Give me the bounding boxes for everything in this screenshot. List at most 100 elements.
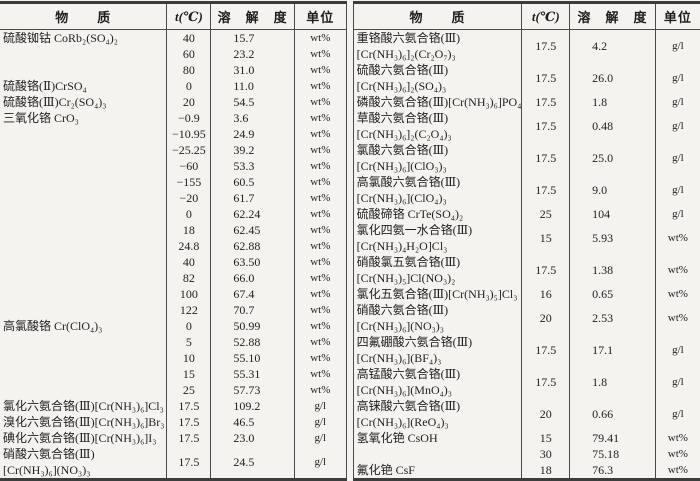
unit-cell: wt%	[310, 320, 331, 332]
solubility-cell: 62.88	[210, 238, 295, 254]
substance-header: 物 质	[353, 2, 523, 30]
substance-cell: 氟化铯 CsF	[353, 462, 523, 480]
unit-cell: wt%	[310, 208, 331, 220]
unit-cell: wt%	[310, 272, 331, 284]
temperature-cell: 17.5	[166, 446, 212, 480]
header-row: 物 质 t(℃) 溶 解 度单位	[0, 2, 347, 30]
substance-cell: 氯化六氨合铬(Ⅲ)[Cr(NH₃)₆]Cl₃	[0, 398, 168, 414]
unit-cell: g/l	[314, 432, 327, 444]
substance-cell: 高锰酸六氨合铬(Ⅲ) [Cr(NH₃)₆](MnO₄)₃	[353, 366, 523, 398]
table-row: 25 57.73 wt%	[0, 382, 346, 398]
unit-cell: wt%	[310, 112, 331, 124]
unit-cell: wt%	[667, 288, 688, 300]
temperature-cell: 30	[521, 446, 571, 462]
solubility-cell: 57.73	[210, 382, 295, 398]
unit-cell: wt%	[310, 32, 331, 44]
substance-cell: 溴化六氨合铬(Ⅲ)[Cr(NH₃)₆]Br₃	[0, 414, 168, 430]
unit-cell: wt%	[667, 264, 688, 276]
temperature-cell: 0	[166, 318, 212, 334]
solubility-cell: 62.45	[210, 222, 295, 238]
table-row: 高锰酸六氨合铬(Ⅲ) [Cr(NH₃)₆](MnO₄)₃ 17.5 1.8 g/l	[353, 366, 700, 398]
substance-cell: 高氯酸六氨合铬(Ⅲ) [Cr(NH₃)₆](ClO₄)₃	[353, 174, 523, 206]
unit-cell: wt%	[667, 232, 688, 244]
substance-cell: 硝酸氯五氨合铬(Ⅲ) [Cr(NH₃)₅]Cl(NO₃)₂	[353, 254, 523, 286]
solubility-cell: 11.0	[210, 78, 295, 94]
solubility-table-right: 物 质 t(℃) 溶 解 度单位 重铬酸六氨合铬(Ⅲ) [Cr(NH₃)₆]₂(Cr₂O…	[352, 1, 700, 481]
unit-cell: g/l	[314, 456, 327, 468]
unit-cell: wt%	[310, 192, 331, 204]
table-row: 0 62.24 wt%	[0, 206, 346, 222]
table-row: −10.95 24.9 wt%	[0, 126, 346, 142]
unit-cell: wt%	[310, 224, 331, 236]
table-row: −60 53.3 wt%	[0, 158, 346, 174]
table-row: 硫酸碲铬 CrTe(SO₄)₂ 25 104 g/l	[353, 206, 700, 222]
unit-cell: wt%	[667, 464, 688, 476]
substance-cell	[0, 142, 168, 158]
temperature-cell: 60	[166, 46, 212, 62]
table-row: 氯化四氨一水合铬(Ⅲ) [Cr(NH₃)₄H₂O]Cl₃ 15 5.93 wt%	[353, 222, 700, 254]
temperature-cell: −25.25	[166, 142, 212, 158]
temperature-cell: −60	[166, 158, 212, 174]
table-row: 122 70.7 wt%	[0, 302, 346, 318]
table-row: 磷酸六氨合铬(Ⅲ)[Cr(NH₃)₆]PO₄ 17.5 1.8 g/l	[353, 94, 700, 110]
temperature-header: t(℃)	[166, 2, 212, 30]
table-row: 30 75.18 wt%	[353, 446, 700, 462]
solubility-cell: 63.50	[210, 254, 295, 270]
table-row: 硝酸氯五氨合铬(Ⅲ) [Cr(NH₃)₅]Cl(NO₃)₂ 17.5 1.38 wt%	[353, 254, 700, 286]
solubility-cell: 46.5	[210, 414, 295, 430]
unit-cell: wt%	[310, 288, 331, 300]
substance-cell: 硫酸碲铬 CrTe(SO₄)₂	[353, 206, 523, 222]
solubility-cell: 1.38	[569, 254, 656, 286]
temperature-cell: 40	[166, 29, 212, 46]
unit-cell: wt%	[310, 96, 331, 108]
substance-cell: 磷酸六氨合铬(Ⅲ)[Cr(NH₃)₆]PO₄	[353, 94, 523, 110]
unit-cell: g/l	[314, 416, 327, 428]
table-row: 硫酸铬(Ⅲ)Cr₂(SO₄)₃ 20 54.5 wt%	[0, 94, 346, 110]
unit-cell: wt%	[667, 432, 688, 444]
solubility-cell: 104	[569, 206, 656, 222]
solubility-cell: 70.7	[210, 302, 295, 318]
table-row: 氯化五氨合铬(Ⅲ)[Cr(NH₃)₅]Cl₃ 16 0.65 wt%	[353, 286, 700, 302]
solubility-header: 溶 解 度	[569, 2, 656, 30]
table-row: 氢氧化铯 CsOH 15 79.41 wt%	[353, 430, 700, 446]
unit-cell: wt%	[310, 336, 331, 348]
unit-cell: g/l	[672, 344, 684, 356]
substance-cell	[0, 334, 168, 350]
solubility-cell: 75.18	[569, 446, 656, 462]
solubility-cell: 76.3	[569, 462, 656, 480]
temperature-cell: −0.9	[166, 110, 212, 126]
substance-header: 物 质	[0, 2, 168, 30]
table-row: 硫酸铷钴 CoRb₂(SO₄)₂ 40 15.7 wt%	[0, 29, 346, 46]
solubility-cell: 17.1	[569, 334, 656, 366]
unit-cell: g/l	[672, 408, 684, 420]
unit-cell: wt%	[310, 176, 331, 188]
table-row: 草酸六氨合铬(Ⅲ) [Cr(NH₃)₆]₂(C₂O₄)₃ 17.5 0.48 g/l	[353, 110, 700, 142]
table-row: 溴化六氨合铬(Ⅲ)[Cr(NH₃)₆]Br₃ 17.5 46.5 g/l	[0, 414, 346, 430]
temperature-header: t(℃)	[521, 2, 571, 30]
solubility-cell: 61.7	[210, 190, 295, 206]
unit-cell: wt%	[310, 48, 331, 60]
temperature-cell: 15	[521, 430, 571, 446]
header-row: 物 质 t(℃) 溶 解 度单位	[353, 2, 700, 30]
temperature-cell: 25	[166, 382, 212, 398]
table-row: 碘化六氨合铬(Ⅲ)[Cr(NH₃)₆]I₃ 17.5 23.0 g/l	[0, 430, 346, 446]
temperature-cell: −20	[166, 190, 212, 206]
substance-cell: 硫酸六氨合铬(Ⅲ) [Cr(NH₃)₆]₂(SO₄)₃	[353, 62, 523, 94]
solubility-cell: 55.31	[210, 366, 295, 382]
temperature-cell: 18	[166, 222, 212, 238]
unit-cell: wt%	[310, 352, 331, 364]
table-row: 硫酸铬(Ⅱ)CrSO₄ 0 11.0 wt%	[0, 78, 346, 94]
solubility-cell: 26.0	[569, 62, 656, 94]
solubility-cell: 79.41	[569, 430, 656, 446]
temperature-cell: 17.5	[166, 398, 212, 414]
solubility-cell: 23.2	[210, 46, 295, 62]
substance-cell: 高氯酸铬 Cr(ClO₄)₃	[0, 318, 168, 334]
substance-cell	[0, 286, 168, 302]
table-row: 18 62.45 wt%	[0, 222, 346, 238]
solubility-cell: 31.0	[210, 62, 295, 78]
unit-cell: wt%	[667, 312, 688, 324]
temperature-cell: 17.5	[166, 430, 212, 446]
substance-cell	[0, 366, 168, 382]
temperature-cell: 17.5	[521, 110, 571, 142]
substance-cell	[0, 174, 168, 190]
